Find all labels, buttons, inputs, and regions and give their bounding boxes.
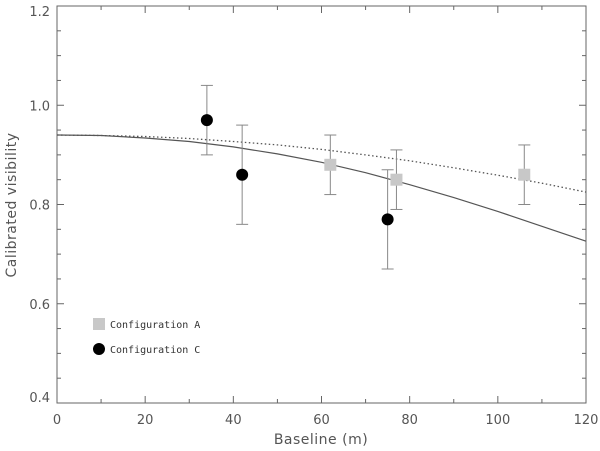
legend-label-configuration-c: Configuration C	[110, 345, 200, 356]
x-tick-label: 20	[137, 413, 154, 428]
plot-frame	[56, 5, 587, 404]
y-tick-label: 0.4	[29, 391, 50, 406]
x-axis-title: Baseline (m)	[274, 432, 368, 448]
point-configuration-c	[236, 168, 249, 181]
model-curves	[56, 134, 587, 242]
tick-labels: 0 20 40 60 80 100 120 0.4 0.6 0.8 1.0 1.2	[29, 5, 598, 428]
y-tick-label: 0.8	[29, 199, 50, 214]
legend-label-configuration-a: Configuration A	[110, 320, 200, 331]
x-tick-label: 120	[574, 413, 599, 428]
legend-marker-configuration-a	[93, 318, 105, 330]
model-curve-solid	[56, 134, 587, 242]
x-tick-label: 100	[485, 413, 510, 428]
axis-ticks	[56, 5, 587, 404]
legend: Configuration A Configuration C	[93, 318, 200, 356]
data-markers	[200, 114, 531, 226]
point-configuration-a	[390, 173, 403, 186]
point-configuration-c	[200, 114, 213, 127]
point-configuration-c	[381, 213, 394, 226]
y-tick-label: 1.0	[29, 99, 50, 114]
legend-marker-configuration-c	[93, 343, 105, 355]
x-tick-label: 60	[313, 413, 330, 428]
point-configuration-a	[518, 168, 531, 181]
y-axis-title: Calibrated visibility	[4, 133, 20, 278]
x-tick-label: 40	[225, 413, 242, 428]
y-tick-label: 0.6	[29, 298, 50, 313]
x-tick-label: 0	[53, 413, 61, 428]
error-bars	[200, 84, 531, 270]
y-tick-label: 1.2	[29, 5, 50, 20]
x-tick-label: 80	[401, 413, 418, 428]
model-curve-dotted	[56, 134, 587, 193]
point-configuration-a	[324, 158, 337, 171]
